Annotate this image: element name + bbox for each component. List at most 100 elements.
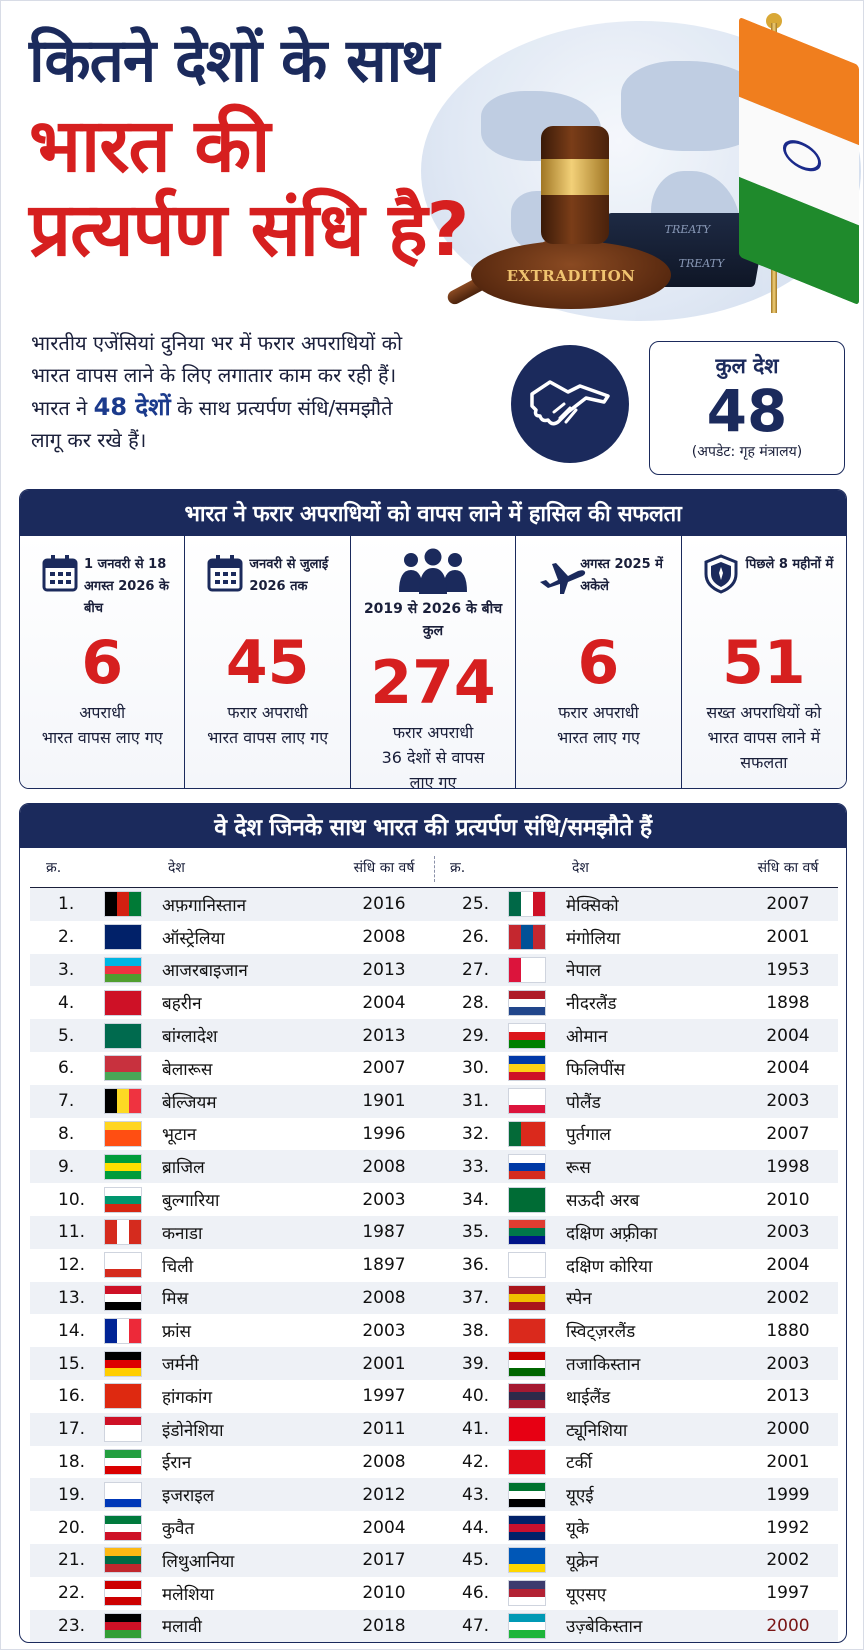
shield-icon — [704, 554, 738, 598]
table-row: 10. बुल्गारिया 2003 — [30, 1183, 434, 1216]
treaty-year: 2002 — [766, 1287, 810, 1308]
country-flag-icon — [104, 1055, 142, 1082]
treaty-year: 1987 — [362, 1222, 406, 1243]
row-number: 19. — [58, 1484, 86, 1505]
row-number: 7. — [58, 1091, 75, 1112]
treaty-year: 2000 — [766, 1615, 810, 1636]
row-number: 34. — [462, 1189, 490, 1210]
table-row: 40. थाईलैंड 2013 — [434, 1380, 838, 1413]
country-name: दक्षिण कोरिया — [566, 1256, 653, 1277]
row-number: 8. — [58, 1123, 75, 1144]
table-row: 15. जर्मनी 2001 — [30, 1347, 434, 1380]
country-flag-icon — [104, 989, 142, 1016]
country-flag-icon — [104, 1284, 142, 1311]
country-name: पोलैंड — [566, 1092, 601, 1113]
table-row: 19. इजराइल 2012 — [30, 1478, 434, 1512]
row-number: 1. — [58, 894, 75, 915]
country-name: ईरान — [162, 1453, 192, 1474]
table-row: 3. आजरबाइजान 2013 — [30, 953, 434, 987]
table-row: 38. स्विट्ज़रलैंड 1880 — [434, 1314, 838, 1347]
table-row: 20. कुवैत 2004 — [30, 1511, 434, 1544]
country-name: यूके — [566, 1519, 589, 1540]
row-number: 25. — [462, 894, 490, 915]
table-row: 14. फ्रांस 2003 — [30, 1314, 434, 1347]
treaty-year: 1901 — [362, 1091, 406, 1112]
treaty-year: 2002 — [766, 1550, 810, 1571]
table-row: 42. टर्की 2001 — [434, 1446, 838, 1479]
country-name: कुवैत — [162, 1519, 195, 1540]
treaty-year: 2003 — [766, 1222, 810, 1243]
table-row: 28. नीदरलैंड 1898 — [434, 986, 838, 1019]
table-row: 22. मलेशिया 2010 — [30, 1577, 434, 1610]
achievement-number: 274 — [370, 648, 496, 718]
table-row: 32. पुर्तगाल 2007 — [434, 1118, 838, 1151]
country-flag-icon — [104, 1252, 142, 1279]
table-row: 8. भूटान 1996 — [30, 1118, 434, 1151]
row-number: 21. — [58, 1550, 86, 1571]
hero-section: कितने देशों के साथ भारत की प्रत्यर्पण सं… — [1, 1, 864, 321]
row-number: 44. — [462, 1517, 490, 1538]
row-number: 40. — [462, 1386, 490, 1407]
row-number: 38. — [462, 1320, 490, 1341]
table-row: 2. ऑस्ट्रेलिया 2008 — [30, 921, 434, 954]
country-name: इंडोनेशिया — [162, 1420, 224, 1441]
country-flag-icon — [104, 1317, 142, 1344]
country-name: फिलिपींस — [566, 1059, 625, 1080]
intro-highlight: 48 देशों — [93, 393, 171, 421]
row-number: 16. — [58, 1386, 86, 1407]
country-flag-icon — [104, 1186, 142, 1213]
row-number: 33. — [462, 1156, 490, 1177]
country-name: ब्राजिल — [162, 1158, 205, 1179]
table-row: 29. ओमान 2004 — [434, 1019, 838, 1052]
header-no: क्र. — [450, 860, 466, 876]
table-header: क्र. देश संधि का वर्ष — [30, 848, 434, 888]
achievement-desc: फरार अपराधी 36 देशों से वापस लाए गए — [381, 723, 485, 789]
row-number: 11. — [58, 1222, 86, 1243]
row-number: 23. — [58, 1615, 86, 1636]
country-flag-icon — [508, 1514, 546, 1541]
row-number: 28. — [462, 992, 490, 1013]
achievement-head: अगस्त 2025 में अकेले — [580, 557, 663, 594]
treaty-year: 2007 — [766, 1123, 810, 1144]
treaty-year: 2013 — [362, 1025, 406, 1046]
table-row: 39. तजाकिस्तान 2003 — [434, 1347, 838, 1380]
country-name: बेल्जियम — [162, 1092, 217, 1113]
row-number: 41. — [462, 1419, 490, 1440]
achievement-desc: अपराधी भारत वापस लाए गए — [41, 703, 163, 747]
row-number: 9. — [58, 1156, 75, 1177]
country-name: तजाकिस्तान — [566, 1355, 641, 1376]
country-name: दक्षिण अफ़्रीका — [566, 1223, 658, 1244]
treaty-year: 2003 — [362, 1189, 406, 1210]
country-flag-icon — [508, 1383, 546, 1410]
country-flag-icon — [104, 1350, 142, 1377]
country-flag-icon — [104, 924, 142, 951]
treaty-year: 1997 — [766, 1583, 810, 1604]
total-value: 48 — [706, 377, 788, 445]
country-name: लिथुआनिया — [162, 1551, 235, 1572]
treaty-year: 2008 — [362, 1451, 406, 1472]
country-name: नेपाल — [566, 961, 602, 982]
table-header: क्र. देश संधि का वर्ष — [434, 848, 838, 888]
country-flag-icon — [104, 1580, 142, 1607]
country-flag-icon — [104, 1153, 142, 1180]
country-flag-icon — [508, 1022, 546, 1049]
country-name: हांगकांग — [162, 1387, 213, 1408]
achievement-item: अगस्त 2025 में अकेले 6 फरार अपराधी भारत ल… — [516, 536, 682, 788]
table-row: 30. फिलिपींस 2004 — [434, 1052, 838, 1085]
row-number: 46. — [462, 1583, 490, 1604]
country-flag-icon — [508, 1153, 546, 1180]
achievement-item: 1 जनवरी से 18 अगस्त 2026 के बीच 6 अपराधी… — [20, 536, 186, 788]
country-flag-icon — [104, 1088, 142, 1115]
row-number: 15. — [58, 1353, 86, 1374]
intro-line-1: भारतीय एजेंसियां दुनिया भर में फरार अपरा… — [31, 331, 403, 355]
row-number: 10. — [58, 1189, 86, 1210]
table-row: 18. ईरान 2008 — [30, 1446, 434, 1479]
country-name: मलावी — [162, 1617, 202, 1638]
treaty-year: 2013 — [362, 959, 406, 980]
row-number: 12. — [58, 1255, 86, 1276]
country-flag-icon — [508, 924, 546, 951]
row-number: 6. — [58, 1058, 75, 1079]
flag-pole-finial — [766, 13, 782, 29]
treaty-year: 2003 — [362, 1320, 406, 1341]
table-row: 12. चिली 1897 — [30, 1249, 434, 1282]
